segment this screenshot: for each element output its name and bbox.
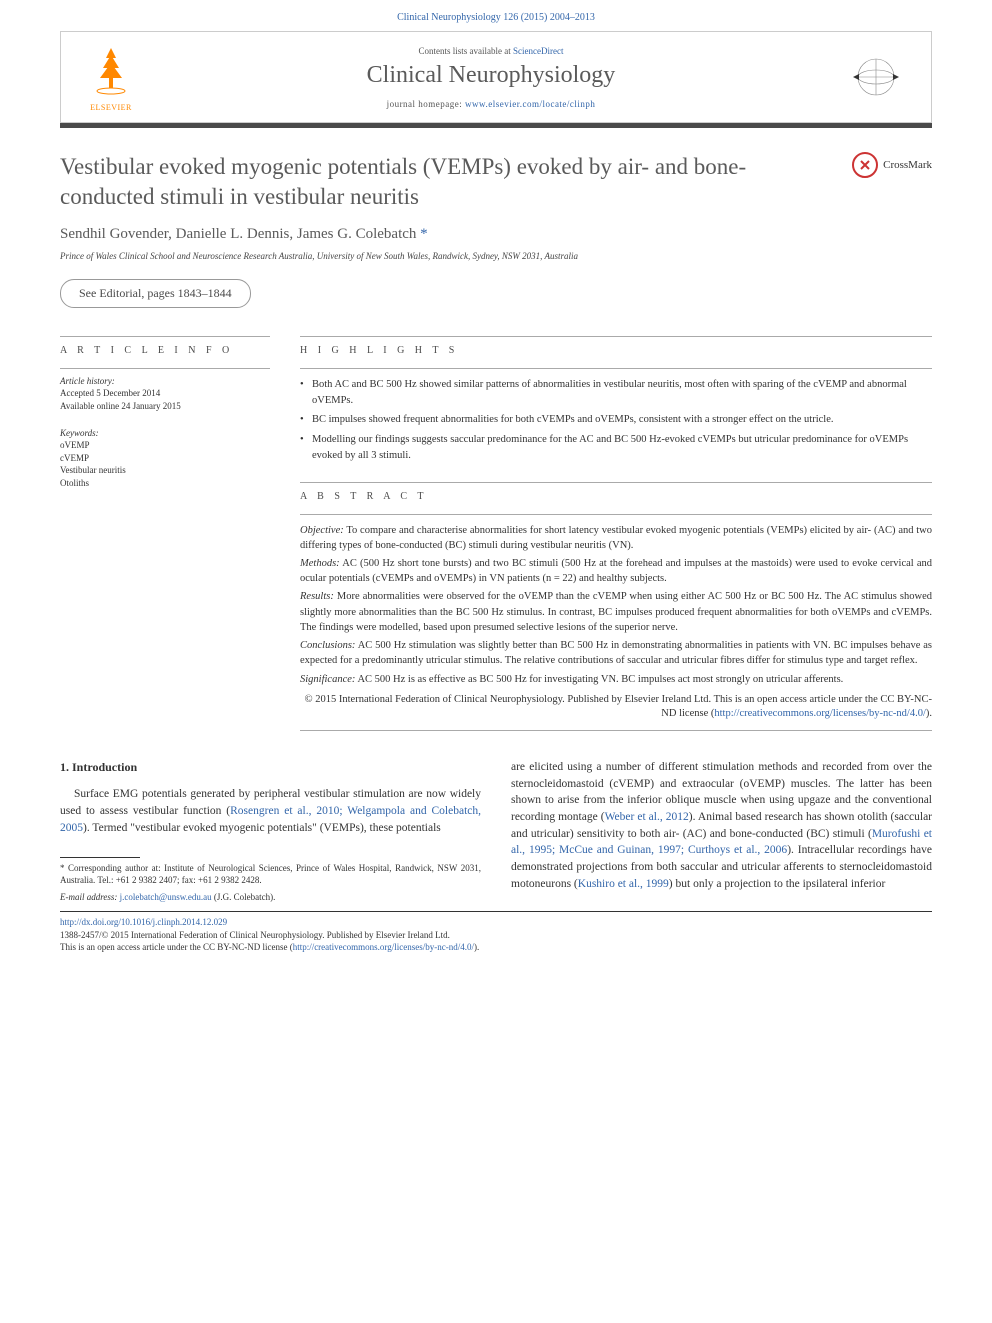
keyword-3: Vestibular neuritis [60,464,270,477]
highlight-1: Both AC and BC 500 Hz showed similar pat… [300,377,932,409]
sciencedirect-link[interactable]: ScienceDirect [513,46,563,56]
crossmark-icon [852,152,878,178]
header-center: Contents lists available at ScienceDirec… [141,46,841,109]
issn-line: 1388-2457/© 2015 International Federatio… [60,929,932,942]
author-3: James G. Colebatch [297,226,417,242]
results-label: Results: [300,591,334,602]
methods-text: AC (500 Hz short tone bursts) and two BC… [300,558,932,584]
ref-weber[interactable]: Weber et al., 2012 [605,811,689,823]
methods-label: Methods: [300,558,340,569]
elsevier-logo: ELSEVIER [81,43,141,112]
keyword-4: Otoliths [60,477,270,490]
authors-line: Sendhil Govender, Danielle L. Dennis, Ja… [60,226,932,243]
author-1: Sendhil Govender [60,226,168,242]
footer-license-text: This is an open access article under the… [60,942,293,952]
contents-prefix: Contents lists available at [419,46,513,56]
intro-heading: 1. Introduction [60,759,481,776]
contents-line: Contents lists available at ScienceDirec… [141,46,841,56]
highlights-list: Both AC and BC 500 Hz showed similar pat… [300,368,932,464]
highlight-3: Modelling our findings suggests saccular… [300,432,932,464]
footer-block: http://dx.doi.org/10.1016/j.clinph.2014.… [0,912,992,968]
corresponding-mark[interactable]: * [420,226,428,242]
intro-right-col: are elicited using a number of different… [511,759,932,903]
abstract-label: A B S T R A C T [300,482,932,502]
author-2: Danielle L. Dennis [176,226,290,242]
journal-cover-icon [841,42,911,112]
article-title: Vestibular evoked myogenic potentials (V… [60,152,832,212]
crossmark-label: CrossMark [883,159,932,171]
copyright-line: © 2015 International Federation of Clini… [300,693,932,722]
online-date: Available online 24 January 2015 [60,400,270,413]
keyword-2: cVEMP [60,452,270,465]
homepage-prefix: journal homepage: [387,99,465,109]
ref-kushiro[interactable]: Kushiro et al., 1999 [578,878,669,890]
conclusions-label: Conclusions: [300,640,355,651]
highlights-label: H I G H L I G H T S [300,336,932,356]
license-link[interactable]: http://creativecommons.org/licenses/by-n… [714,708,926,719]
keywords-heading: Keywords: [60,427,270,440]
email-label: E-mail address: [60,892,117,902]
significance-text: AC 500 Hz is as effective as BC 500 Hz f… [357,674,843,685]
crossmark-badge[interactable]: CrossMark [852,152,932,178]
affiliation: Prince of Wales Clinical School and Neur… [60,251,932,261]
homepage-line: journal homepage: www.elsevier.com/locat… [141,99,841,109]
history-heading: Article history: [60,375,270,388]
intro-left-col: 1. Introduction Surface EMG potentials g… [60,759,481,903]
highlight-2: BC impulses showed frequent abnormalitie… [300,412,932,428]
homepage-link[interactable]: www.elsevier.com/locate/clinph [465,99,595,109]
conclusions-text: AC 500 Hz stimulation was slightly bette… [300,640,932,666]
significance-label: Significance: [300,674,355,685]
footnote-separator [60,857,140,858]
article-history: Article history: Accepted 5 December 201… [60,368,270,413]
email-link[interactable]: j.colebatch@unsw.edu.au [120,892,212,902]
footer-license-link[interactable]: http://creativecommons.org/licenses/by-n… [293,942,474,952]
keyword-1: oVEMP [60,439,270,452]
objective-label: Objective: [300,525,344,536]
journal-header-box: ELSEVIER Contents lists available at Sci… [60,31,932,123]
intro-p1b: ). Termed "vestibular evoked myogenic po… [83,822,441,834]
doi-link[interactable]: http://dx.doi.org/10.1016/j.clinph.2014.… [60,917,227,927]
elsevier-tree-icon [86,43,136,98]
copyright-end: ). [926,708,932,719]
header-citation: Clinical Neurophysiology 126 (2015) 2004… [0,0,992,31]
email-footnote: E-mail address: j.colebatch@unsw.edu.au … [60,891,481,904]
keywords-block: Keywords: oVEMP cVEMP Vestibular neuriti… [60,427,270,490]
results-text: More abnormalities were observed for the… [300,591,932,632]
journal-name: Clinical Neurophysiology [141,62,841,89]
elsevier-name: ELSEVIER [81,103,141,112]
editorial-box: See Editorial, pages 1843–1844 [60,279,251,308]
article-info-label: A R T I C L E I N F O [60,336,270,356]
objective-text: To compare and characterise abnormalitie… [300,525,932,551]
email-who: (J.G. Colebatch). [214,892,275,902]
footer-license-end: ). [474,942,479,952]
abstract-block: Objective: To compare and characterise a… [300,514,932,732]
accepted-date: Accepted 5 December 2014 [60,387,270,400]
intro-p2d: ) but only a projection to the ipsilater… [669,878,886,890]
corresponding-footnote: * Corresponding author at: Institute of … [60,862,481,887]
